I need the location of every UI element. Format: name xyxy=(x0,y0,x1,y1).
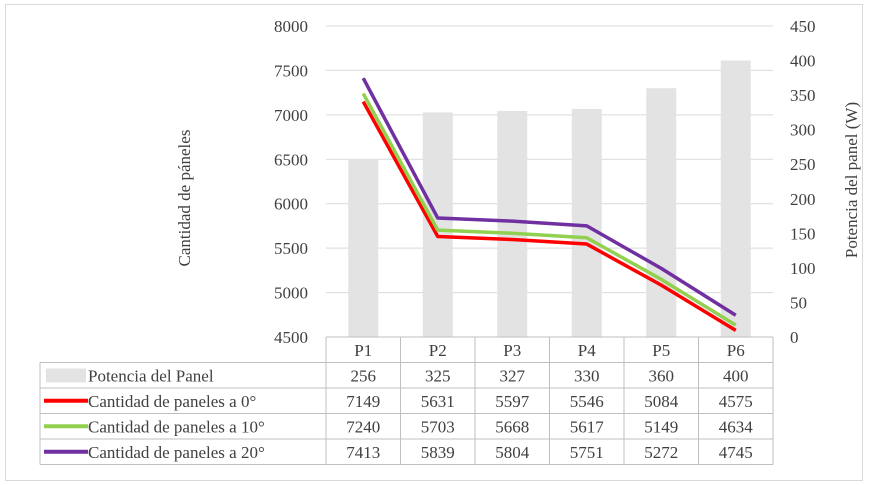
axes: 4500 5000 5500 6000 6500 7000 7500 8000 0 50 100 15… xyxy=(274,17,816,347)
category-label: P4 xyxy=(578,341,596,360)
data-label: 327 xyxy=(500,366,526,385)
data-label: 5617 xyxy=(570,417,605,436)
data-label: 5703 xyxy=(421,417,455,436)
data-label: 5546 xyxy=(570,392,604,411)
data-label: 330 xyxy=(574,366,600,385)
y-right-tick-label: 450 xyxy=(790,17,816,36)
y-left-tick-label: 6500 xyxy=(274,150,308,169)
y-left-tick-label: 4500 xyxy=(274,328,308,347)
y-right-tick-label: 250 xyxy=(790,155,816,174)
bar xyxy=(348,160,379,337)
data-label: 5668 xyxy=(495,417,529,436)
data-label: 4634 xyxy=(719,417,754,436)
data-label: 5839 xyxy=(421,443,455,462)
data-table: P1 P2 P3 P4 P5 P6 Potencia del Panel 256 325 327 3… xyxy=(39,336,774,465)
y-right-tick-label: 400 xyxy=(790,52,816,71)
bar xyxy=(571,108,602,337)
bar xyxy=(497,111,528,337)
data-label: 5631 xyxy=(421,392,455,411)
legend-label: Cantidad de paneles a 10° xyxy=(88,417,265,436)
data-label: 7413 xyxy=(346,443,380,462)
gridlines xyxy=(326,25,773,338)
y-right-tick-label: 100 xyxy=(790,259,816,278)
bar xyxy=(720,60,751,338)
data-label: 5751 xyxy=(570,443,604,462)
y-right-tick-label: 350 xyxy=(790,86,816,105)
y-right-tick-label: 200 xyxy=(790,190,816,209)
y-right-tick-label: 0 xyxy=(790,328,799,347)
data-label: 7240 xyxy=(346,417,380,436)
y-axis-right-title: Potencia del panel (W) xyxy=(842,102,861,258)
category-label: P2 xyxy=(429,341,447,360)
data-label: 5804 xyxy=(495,443,530,462)
y-right-tick-label: 50 xyxy=(790,293,807,312)
y-left-tick-label: 5000 xyxy=(274,284,308,303)
data-label: 5084 xyxy=(644,392,679,411)
bar xyxy=(646,88,677,337)
data-label: 7149 xyxy=(346,392,380,411)
y-right-tick-label: 300 xyxy=(790,121,816,140)
legend-key-bar xyxy=(46,368,86,383)
legend-label: Potencia del Panel xyxy=(88,366,214,385)
y-left-tick-label: 7500 xyxy=(274,61,308,80)
bar xyxy=(422,112,453,337)
legend-label: Cantidad de paneles a 0° xyxy=(88,392,256,411)
data-label: 256 xyxy=(351,366,377,385)
data-label: 360 xyxy=(649,366,675,385)
data-label: 4745 xyxy=(719,443,753,462)
y-left-tick-label: 6000 xyxy=(274,195,308,214)
data-label: 400 xyxy=(723,366,749,385)
data-label: 5272 xyxy=(644,443,678,462)
series-line xyxy=(361,77,737,317)
data-label: 5149 xyxy=(644,417,678,436)
legend-label: Cantidad de paneles a 20° xyxy=(88,443,265,462)
y-left-tick-label: 8000 xyxy=(274,17,308,36)
bar-series xyxy=(348,60,751,338)
y-left-tick-label: 7000 xyxy=(274,106,308,125)
y-axis-left-title: Cantidad de páneles xyxy=(175,130,194,267)
category-label: P5 xyxy=(652,341,670,360)
category-label: P1 xyxy=(354,341,372,360)
category-label: P3 xyxy=(503,341,521,360)
series-line xyxy=(361,92,737,327)
y-right-tick-label: 150 xyxy=(790,224,816,243)
line-series xyxy=(361,77,737,332)
data-label: 4575 xyxy=(719,392,753,411)
category-label: P6 xyxy=(727,341,745,360)
y-left-tick-label: 5500 xyxy=(274,239,308,258)
data-label: 325 xyxy=(425,366,451,385)
series-line xyxy=(361,100,737,332)
data-label: 5597 xyxy=(495,392,530,411)
